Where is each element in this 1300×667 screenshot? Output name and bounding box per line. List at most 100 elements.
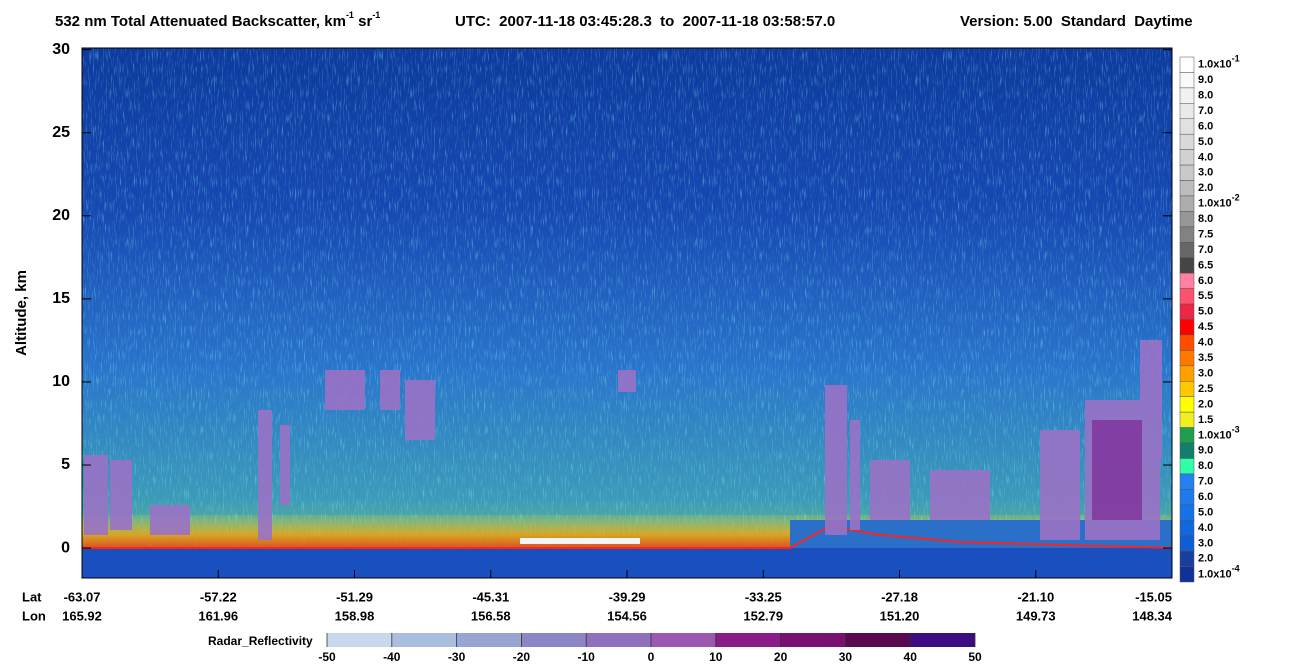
radar-colorbar-box: [910, 633, 975, 647]
x-tick-label: 154.56: [607, 608, 647, 623]
x-tick-label: 165.92: [62, 608, 102, 623]
colorbar-label: 2.0: [1198, 182, 1213, 194]
colorbar-label: 1.0x10-2: [1198, 193, 1240, 210]
colorbar-label: 4.0: [1198, 337, 1213, 349]
radar-tick-label: 30: [839, 650, 853, 664]
colorbar-label: 9.0: [1198, 74, 1213, 86]
colorbar-label: 5.5: [1198, 290, 1213, 302]
radar-tick-label: 50: [968, 650, 982, 664]
radar-colorbar-box: [391, 633, 457, 647]
colorbar-box: [1179, 87, 1195, 104]
y-tick-label: 30: [52, 41, 70, 58]
x-tick-label: -39.29: [609, 589, 646, 604]
radar-tick-label: 10: [709, 650, 723, 664]
radar-colorbar-box: [456, 633, 522, 647]
colorbar-label: 2.0: [1198, 553, 1213, 565]
colorbar-label: 7.0: [1198, 105, 1213, 117]
colorbar-box: [1179, 164, 1195, 181]
radar-tick-label: 0: [648, 650, 655, 664]
colorbar-box: [1179, 381, 1195, 397]
colorbar-label-sup: -2: [1232, 193, 1240, 203]
colorbar-label-text: 1.0x10: [1198, 429, 1232, 441]
y-tick-label: 10: [52, 373, 70, 390]
colorbar-label: 1.5: [1198, 414, 1213, 426]
colorbar-box: [1179, 288, 1195, 305]
radar-tick-label: -40: [383, 650, 401, 664]
colorbar-label: 3.0: [1198, 167, 1213, 179]
colorbar-label-text: 1.0x10: [1198, 59, 1232, 71]
x-row-name: Lat: [22, 589, 42, 604]
colorbar-label: 7.5: [1198, 228, 1213, 240]
colorbar-box: [1179, 427, 1195, 444]
y-tick-label: 20: [52, 207, 70, 224]
y-tick-label: 15: [52, 290, 70, 307]
colorbar-box: [1179, 519, 1195, 536]
colorbar-label: 7.0: [1198, 476, 1213, 488]
x-tick-label: 158.98: [335, 608, 375, 623]
x-tick-label: -45.31: [472, 589, 509, 604]
colorbar-label: 6.0: [1198, 275, 1213, 287]
y-tick-label: 25: [52, 124, 70, 141]
radar-tick-label: 40: [904, 650, 918, 664]
colorbar-box: [1179, 72, 1195, 89]
x-tick-label: -27.18: [881, 589, 918, 604]
colorbar-label: 5.0: [1198, 306, 1213, 318]
colorbar-label: 6.0: [1198, 491, 1213, 503]
colorbar-label: 3.0: [1198, 537, 1213, 549]
title-sup: -1: [346, 10, 354, 20]
colorbar-box: [1179, 550, 1195, 567]
radar-tick-label: -10: [578, 650, 596, 664]
colorbar-box: [1179, 504, 1195, 521]
colorbar-box: [1179, 411, 1195, 428]
colorbar-box: [1179, 473, 1195, 490]
colorbar-box: [1179, 319, 1195, 336]
radar-tick-label: -50: [318, 650, 336, 664]
radar-tick-label: -30: [448, 650, 466, 664]
colorbar-box: [1179, 149, 1195, 166]
title-text: sr: [354, 13, 373, 30]
colorbar-label: 8.0: [1198, 90, 1213, 102]
y-tick-label: 0: [61, 539, 70, 556]
colorbar-label: 6.0: [1198, 120, 1213, 132]
colorbar-label: 9.0: [1198, 445, 1213, 457]
colorbar-label: 1.0x10-4: [1198, 564, 1240, 581]
y-tick-label: 5: [61, 456, 70, 473]
colorbar-label: 1.0x10-3: [1198, 425, 1240, 442]
colorbar-label: 6.5: [1198, 259, 1213, 271]
colorbar-label: 4.0: [1198, 522, 1213, 534]
radar-colorbar-box: [651, 633, 716, 647]
colorbar-label: 1.0x10-1: [1198, 54, 1240, 71]
colorbar-box: [1179, 365, 1195, 382]
colorbar-box: [1179, 489, 1195, 506]
colorbar-label-text: 1.0x10: [1198, 568, 1232, 580]
colorbar-box: [1179, 56, 1195, 73]
radar-colorbar-box: [586, 633, 651, 647]
colorbar-label: 2.5: [1198, 383, 1213, 395]
title-utc: UTC: 2007-11-18 03:45:28.3 to 2007-11-18…: [455, 13, 835, 30]
colorbar-label-sup: -3: [1232, 425, 1240, 435]
colorbar-label: 4.0: [1198, 151, 1213, 163]
colorbar-box: [1179, 334, 1195, 351]
x-tick-label: -15.05: [1135, 589, 1172, 604]
radar-colorbar-box: [780, 633, 846, 647]
x-row-name: Lon: [22, 608, 46, 623]
colorbar-label-text: 1.0x10: [1198, 198, 1232, 210]
colorbar-label: 8.0: [1198, 213, 1213, 225]
colorbar-box: [1179, 442, 1195, 459]
radar-tick-label: 20: [774, 650, 788, 664]
radar-colorbar-box: [521, 633, 587, 647]
colorbar-box: [1179, 396, 1195, 413]
colorbar-label: 3.5: [1198, 352, 1213, 364]
x-tick-label: 151.20: [880, 608, 920, 623]
colorbar-box: [1179, 103, 1195, 120]
colorbar-box: [1179, 272, 1195, 289]
radar-colorbar-box: [327, 633, 392, 647]
x-tick-label: 152.79: [743, 608, 783, 623]
colorbar-box: [1179, 257, 1195, 274]
colorbar-box: [1179, 242, 1195, 258]
x-tick-label: -51.29: [336, 589, 373, 604]
colorbar-box: [1179, 566, 1195, 583]
x-tick-label: -21.10: [1017, 589, 1054, 604]
x-tick-label: 149.73: [1016, 608, 1056, 623]
